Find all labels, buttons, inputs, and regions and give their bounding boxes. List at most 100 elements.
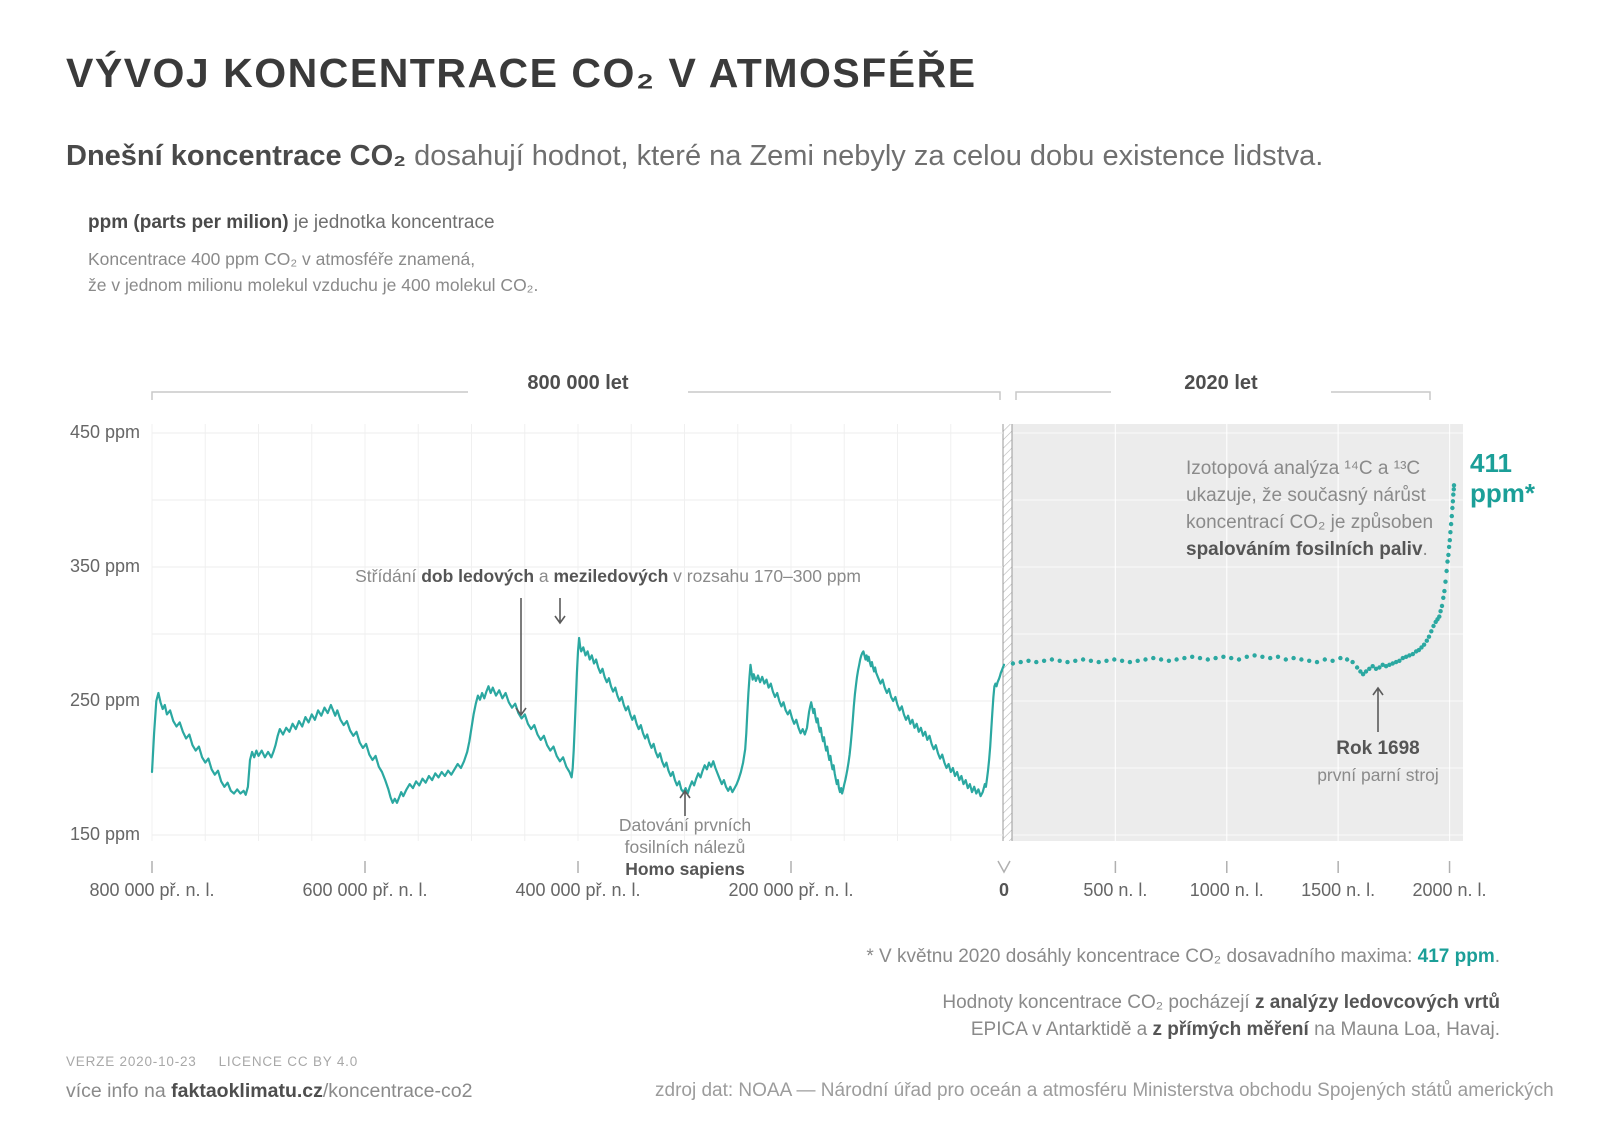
right-section-bracket [1015, 391, 1431, 400]
co2-measurement-dot [1438, 609, 1443, 614]
co2-measurement-dot [1424, 638, 1430, 643]
left-section-bracket [151, 391, 1001, 400]
co2-measurement-dot [1143, 657, 1148, 662]
co2-measurement-dot [1299, 657, 1304, 662]
co2-measurement-dot [1096, 659, 1101, 665]
co2-measurement-dot [1041, 658, 1047, 663]
x-tick-label: 200 000 př. n. l. [728, 880, 854, 900]
footnote-data-origin: Hodnoty koncentrace CO₂ pocházejí z anal… [942, 992, 1500, 1040]
footnote-max-concentration: * V květnu 2020 dosáhly koncentrace CO₂ … [866, 946, 1500, 967]
co2-measurement-dot [1400, 655, 1406, 661]
co2-measurement-dot [1252, 653, 1257, 658]
co2-measurement-dot [1275, 654, 1281, 659]
co2-measurement-dot [1397, 658, 1402, 663]
time-axis-break-hatch [1003, 424, 1012, 841]
subtitle-rest: dosahují hodnot, které na Zemi nebyly za… [406, 140, 1324, 172]
co2-measurement-dot [1363, 669, 1369, 674]
co2-measurement-dot [1429, 629, 1434, 634]
co2-measurement-dot [1350, 659, 1355, 665]
x-tick-label: 500 n. l. [1083, 880, 1148, 900]
co2-measurement-dot [1441, 595, 1446, 600]
co2-measurement-dot [1073, 658, 1078, 663]
co2-measurement-dot [1403, 654, 1409, 659]
co2-measurement-dot [1446, 552, 1451, 558]
co2-measurement-dot [1446, 544, 1452, 550]
co2-measurement-dot [1190, 654, 1195, 659]
co2-measurement-dot [1322, 657, 1328, 662]
co2-measurement-dot [1450, 505, 1455, 511]
co2-measurement-dot [1344, 657, 1350, 662]
co2-measurement-dot [1445, 559, 1450, 564]
co2-measurement-dot [1360, 672, 1366, 677]
co2-measurement-dot [1268, 655, 1273, 661]
x-tick-label: 400 000 př. n. l. [515, 880, 641, 900]
co2-measurement-dot [1439, 603, 1445, 609]
co2-measurement-dot [1442, 588, 1447, 594]
co2-measurement-dot [1010, 661, 1016, 666]
co2-measurement-dot [1437, 614, 1442, 619]
co2-measurement-dot [1393, 659, 1399, 665]
co2-measurement-dot [1451, 492, 1456, 497]
axis-break-tick [997, 860, 1011, 874]
co2-measurement-dot [1451, 483, 1457, 488]
homo-sapiens-arrow-icon [679, 789, 691, 816]
co2-measurement-dot [1065, 659, 1070, 665]
license-label: LICENCE CC BY 4.0 [218, 1054, 359, 1069]
co2-measurement-dot [1026, 658, 1031, 663]
co2-measurement-dot [1410, 651, 1416, 657]
co2-measurement-dot [1236, 657, 1242, 662]
co2-measurement-dot [1151, 655, 1156, 661]
co2-measurement-dot [1330, 658, 1335, 663]
glacial-arrow-icon [515, 598, 527, 717]
co2-measurement-dot [1197, 655, 1203, 661]
co2-measurement-dot [1260, 654, 1265, 659]
co2-measurement-dot [1080, 657, 1086, 662]
co2-measurement-dot [1416, 647, 1422, 653]
co2-measurement-dot [1158, 657, 1164, 662]
y-tick-label: 150 ppm [69, 824, 140, 844]
co2-measurement-dot [1421, 642, 1427, 647]
y-tick-label: 350 ppm [69, 556, 140, 576]
page-title: VÝVOJ KONCENTRACE CO₂ V ATMOSFÉŘE [66, 50, 977, 96]
co2-ice-core-line [150, 636, 1006, 804]
co2-measurement-dot [1443, 579, 1448, 584]
co2-measurement-dot [1407, 653, 1412, 658]
co2-measurement-dot [1380, 662, 1385, 667]
co2-measurement-dot [1358, 669, 1363, 674]
x-tick-label: 600 000 př. n. l. [302, 880, 428, 900]
recent-era-panel [1012, 424, 1463, 841]
co2-measurement-dot [1431, 623, 1436, 629]
y-tick-label: 450 ppm [69, 422, 140, 442]
co2-measurement-dot [1444, 568, 1449, 574]
x-tick-label: 1000 n. l. [1189, 880, 1264, 900]
co2-measurement-dot [1390, 661, 1395, 666]
co2-measurement-dot [1135, 658, 1140, 663]
co2-measurement-dot [1449, 513, 1455, 519]
ppm-explanation: Koncentrace 400 ppm CO₂ v atmosféře znam… [88, 249, 539, 295]
co2-measurement-dot [1383, 664, 1389, 669]
y-tick-label: 250 ppm [69, 690, 140, 710]
co2-measurement-dot [1448, 521, 1454, 527]
interglacial-arrow-icon [554, 598, 566, 625]
co2-measurement-dot [1049, 657, 1055, 662]
co2-measurement-dot [1450, 499, 1456, 504]
annotation-glacial-cycles: Střídání dob ledových a meziledových v r… [355, 566, 861, 586]
co2-measurement-dot [1448, 530, 1453, 535]
co2-measurement-dot [1370, 664, 1375, 669]
co2-measurement-dot [1104, 658, 1109, 663]
ppm-definition: ppm (parts per milion) je jednotka konce… [88, 212, 495, 233]
co2-measurement-dot [1034, 659, 1039, 665]
x-tick-label: 0 [998, 880, 1009, 900]
co2-measurement-dot [1057, 658, 1062, 663]
co2-measurement-dot [1205, 657, 1211, 662]
co2-measurement-dot [1451, 487, 1457, 492]
annotation-steam-engine: Rok 1698 první parní stroj [1317, 738, 1439, 785]
more-info-link[interactable]: více info na faktaoklimatu.cz/koncentrac… [66, 1080, 473, 1102]
co2-measurement-dot [1244, 654, 1250, 659]
co2-measurement-dot [1354, 665, 1360, 670]
x-tick-label: 1500 n. l. [1301, 880, 1376, 900]
steam-engine-arrow-icon [1372, 686, 1384, 732]
left-section-label: 800 000 let [468, 372, 688, 395]
co2-measurement-dot [1307, 658, 1312, 663]
